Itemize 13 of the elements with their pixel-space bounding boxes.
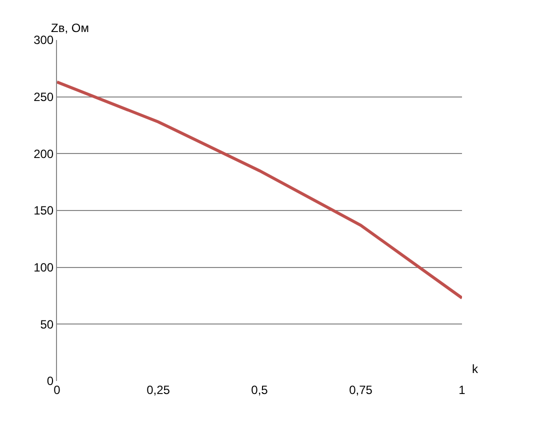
line-series xyxy=(57,80,462,300)
y-tick-label: 100 xyxy=(34,260,54,275)
x-axis-title: k xyxy=(472,362,479,376)
x-tick-label: 0,5 xyxy=(251,383,268,397)
y-tick-label: 300 xyxy=(34,33,54,48)
y-axis-title: Zв, Ом xyxy=(51,21,89,35)
y-tick-label: 200 xyxy=(34,146,54,161)
x-tick-label: 0,75 xyxy=(349,383,373,397)
y-tick-label: 250 xyxy=(34,90,54,104)
x-tick-label: 1 xyxy=(458,383,466,397)
y-tick-label: 50 xyxy=(40,317,54,332)
y-tick-label: 150 xyxy=(34,204,54,218)
x-tick-label: 0,25 xyxy=(146,383,170,397)
